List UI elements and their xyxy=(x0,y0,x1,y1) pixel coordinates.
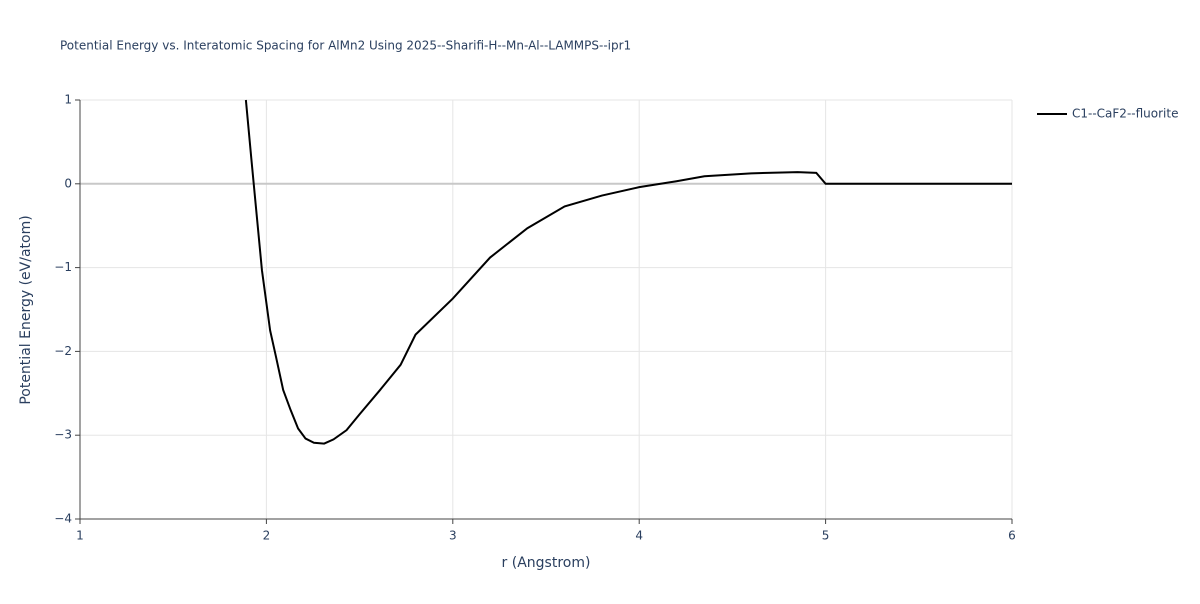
y-tick-label: −1 xyxy=(54,260,72,274)
line-series xyxy=(244,99,1012,445)
x-tick-label: 6 xyxy=(1008,529,1016,543)
x-axis-title: r (Angstrom) xyxy=(502,555,591,571)
x-tick-label: 1 xyxy=(76,529,84,543)
y-axis-title: Potential Energy (eV/atom) xyxy=(18,215,34,404)
y-tick-label: −3 xyxy=(54,428,72,442)
chart-title: Potential Energy vs. Interatomic Spacing… xyxy=(60,39,631,53)
y-tick-label: −4 xyxy=(54,512,72,526)
y-tick-label: −2 xyxy=(54,344,72,358)
x-tick-label: 3 xyxy=(449,529,457,543)
y-tick-label: 0 xyxy=(64,176,72,190)
legend-label: C1--CaF2--fluorite xyxy=(1072,107,1178,121)
x-tick-label: 5 xyxy=(822,529,830,543)
x-tick-label: 2 xyxy=(263,529,271,543)
x-tick-label: 4 xyxy=(635,529,643,543)
y-tick-label: 1 xyxy=(64,93,72,107)
